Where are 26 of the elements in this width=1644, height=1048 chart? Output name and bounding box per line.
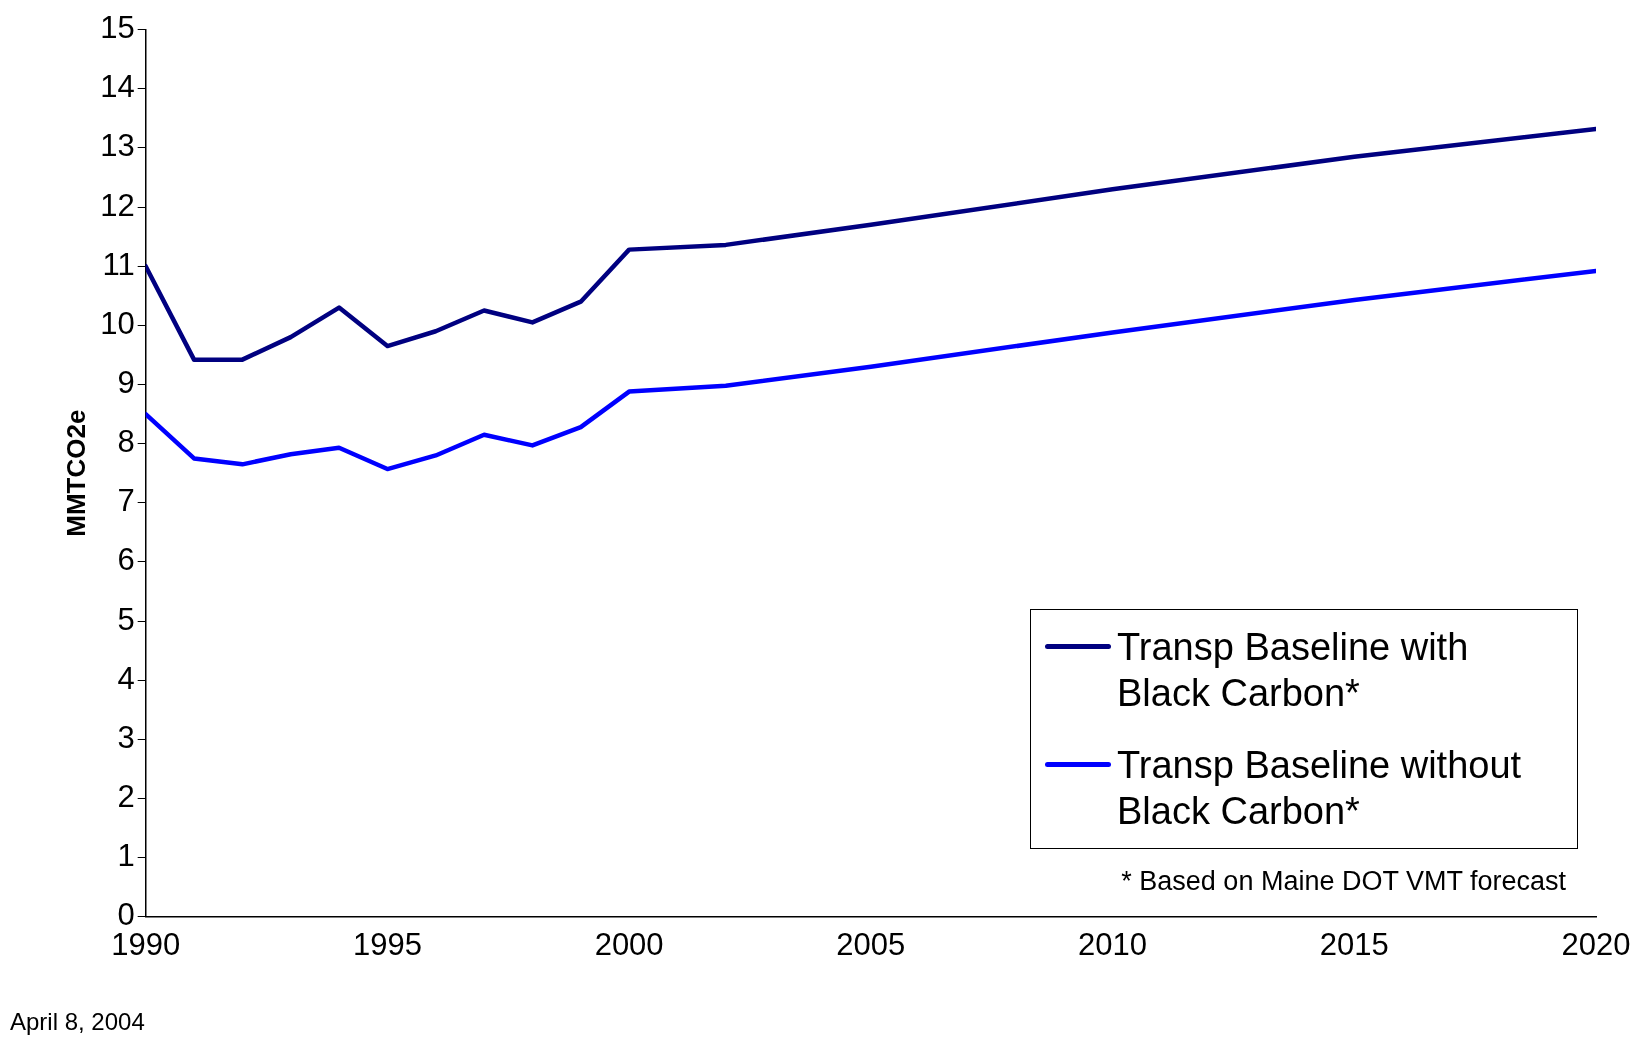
y-tick-label: 13 — [100, 128, 135, 164]
x-tick-label: 2005 — [836, 926, 906, 962]
y-tick-label: 8 — [117, 424, 135, 460]
y-tick-label: 11 — [102, 246, 135, 282]
legend-label: Transp Baseline with Black Carbon* — [1117, 624, 1470, 716]
y-tick-label: 3 — [117, 719, 135, 755]
x-tick-label: 2010 — [1078, 926, 1148, 962]
y-tick-label: 1 — [117, 838, 135, 874]
y-tick-label: 12 — [100, 187, 135, 223]
y-tick-label: 10 — [100, 305, 135, 341]
y-axis-title: MMTCO2e — [60, 409, 91, 537]
x-tick-label: 2020 — [1561, 926, 1631, 962]
annotation: * Based on Maine DOT VMT forecast — [1121, 865, 1566, 897]
y-tick-label: 7 — [117, 483, 135, 519]
legend-label: Transp Baseline without Black Carbon* — [1117, 742, 1523, 834]
y-tick-label: 15 — [100, 10, 135, 46]
y-tick-label: 2 — [117, 779, 135, 815]
text: April 8, 2004 — [10, 1008, 145, 1036]
y-tick-label: 6 — [117, 542, 135, 578]
x-tick-label: 2015 — [1319, 926, 1389, 962]
x-tick-label: 1995 — [352, 926, 422, 962]
x-tick-label: 2000 — [594, 926, 664, 962]
y-tick-label: 14 — [100, 69, 135, 105]
y-tick-label: 9 — [117, 365, 135, 401]
y-tick-label: 4 — [117, 660, 135, 696]
y-tick-label: 5 — [117, 601, 135, 637]
